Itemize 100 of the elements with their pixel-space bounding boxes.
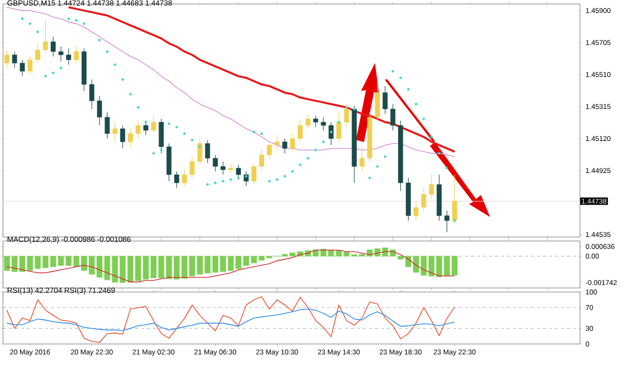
- point: [384, 155, 386, 158]
- candlestick: [28, 56, 32, 75]
- point: [252, 130, 256, 134]
- candlestick: [236, 164, 241, 180]
- candlestick: [43, 20, 48, 54]
- point: [330, 130, 332, 134]
- point: [214, 182, 217, 184]
- point: [36, 30, 40, 34]
- candlestick: [128, 128, 133, 148]
- point: [183, 132, 186, 135]
- candlestick: [182, 169, 187, 186]
- candlestick: [4, 50, 10, 68]
- candlestick: [305, 114, 310, 129]
- point: [298, 164, 302, 166]
- candlestick: [220, 161, 226, 175]
- candlestick: [104, 112, 110, 139]
- point: [21, 17, 24, 20]
- point: [260, 132, 263, 135]
- candlestick: [266, 140, 272, 159]
- point: [67, 17, 70, 20]
- point: [168, 122, 170, 126]
- candlestick: [313, 115, 318, 128]
- point: [237, 176, 240, 180]
- point: [414, 102, 418, 106]
- candlestick: [298, 120, 303, 142]
- candlestick: [320, 116, 326, 131]
- candlestick: [251, 162, 256, 185]
- point: [152, 152, 155, 155]
- point: [407, 88, 410, 91]
- point: [175, 126, 178, 128]
- candlestick: [97, 96, 102, 126]
- candlestick: [282, 138, 288, 154]
- candlestick: [444, 210, 450, 232]
- point: [352, 108, 356, 110]
- point: [453, 219, 456, 222]
- point: [276, 178, 278, 181]
- point: [314, 148, 317, 152]
- point: [430, 136, 433, 138]
- candlestick: [20, 59, 25, 76]
- candlestick: [428, 174, 434, 200]
- point: [222, 180, 224, 183]
- point: [144, 120, 148, 124]
- point: [75, 19, 78, 22]
- candlestick: [328, 122, 334, 146]
- candlestick: [336, 112, 342, 142]
- candlestick: [421, 187, 426, 213]
- candlestick: [50, 36, 56, 57]
- point: [229, 178, 232, 181]
- candlestick: [205, 140, 210, 164]
- point: [44, 74, 47, 78]
- point: [345, 106, 348, 109]
- candlestick: [259, 150, 264, 170]
- candlestick: [58, 46, 64, 62]
- point: [306, 156, 310, 160]
- point: [121, 78, 124, 81]
- point: [206, 183, 209, 186]
- candlestick: [390, 104, 396, 131]
- candlestick: [174, 171, 180, 188]
- candlestick: [197, 138, 202, 166]
- candlestick: [274, 134, 280, 150]
- candlestick: [212, 154, 218, 172]
- candlestick: [344, 104, 350, 128]
- point: [198, 145, 202, 148]
- point: [129, 92, 132, 96]
- point: [60, 66, 62, 70]
- point: [160, 148, 163, 152]
- point: [422, 118, 426, 120]
- candlestick: [452, 174, 458, 224]
- point: [98, 38, 101, 42]
- point: [28, 22, 32, 25]
- point: [82, 22, 86, 25]
- candlestick: [74, 46, 79, 64]
- candlestick: [290, 133, 295, 152]
- point: [392, 70, 394, 73]
- point: [190, 138, 194, 142]
- point: [291, 170, 294, 173]
- candlestick: [414, 200, 418, 221]
- candlestick: [35, 43, 40, 64]
- candlestick: [112, 122, 118, 142]
- candlestick: [382, 86, 388, 114]
- point: [283, 174, 286, 178]
- point: [376, 165, 379, 168]
- point: [399, 76, 402, 80]
- point: [52, 72, 54, 74]
- candlestick: [360, 144, 364, 172]
- candlestick: [190, 156, 195, 178]
- point: [322, 140, 325, 144]
- candlestick: [143, 120, 148, 136]
- candlestick: [12, 51, 18, 68]
- point: [106, 50, 109, 53]
- point: [338, 120, 340, 124]
- point: [244, 174, 248, 178]
- point: [136, 106, 140, 109]
- point: [114, 63, 116, 66]
- point: [368, 176, 372, 180]
- candlestick: [151, 115, 156, 134]
- candlestick: [120, 125, 126, 149]
- point: [446, 166, 448, 170]
- point: [438, 152, 440, 155]
- candlestick: [136, 120, 141, 139]
